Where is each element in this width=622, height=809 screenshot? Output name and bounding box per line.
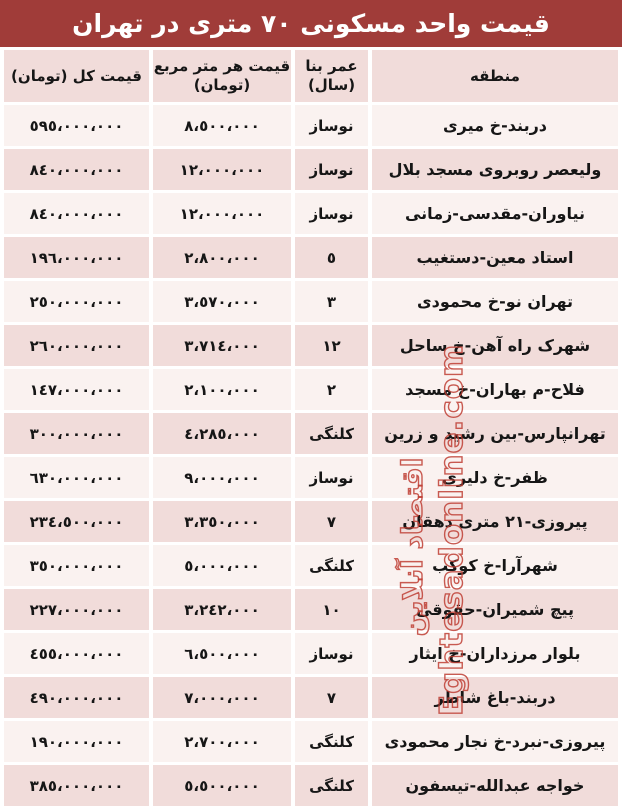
region-cell: تهران نو-خ محمودی [372, 281, 618, 322]
table-row: استاد معین-دستغیب ٥ ٢،٨٠٠،٠٠٠ ١٩٦،٠٠٠،٠٠… [4, 237, 618, 278]
region-cell: تهرانپارس-بین رشید و زرین [372, 413, 618, 454]
price-per-m2-cell: ٣،٣٥٠،٠٠٠ [153, 501, 291, 542]
table-row: تهران نو-خ محمودی ٣ ٣،٥٧٠،٠٠٠ ٢٥٠،٠٠٠،٠٠… [4, 281, 618, 322]
header-row: منطقه عمر بنا (سال) قیمت هر متر مربع (تو… [4, 50, 618, 102]
age-cell: ١٢ [295, 325, 368, 366]
col-header-price-per-m2: قیمت هر متر مربع (تومان) [153, 50, 291, 102]
total-price-cell: ٢٢٧،٠٠٠،٠٠٠ [4, 589, 149, 630]
price-per-m2-cell: ٢،٧٠٠،٠٠٠ [153, 721, 291, 762]
price-per-m2-cell: ١٢،٠٠٠،٠٠٠ [153, 149, 291, 190]
region-cell: پیروزی-نبرد-خ نجار محمودی [372, 721, 618, 762]
price-per-m2-cell: ٢،٨٠٠،٠٠٠ [153, 237, 291, 278]
table-body: دربند-خ میری نوساز ٨،٥٠٠،٠٠٠ ٥٩٥،٠٠٠،٠٠٠… [4, 105, 618, 806]
region-cell: دربند-خ میری [372, 105, 618, 146]
region-cell: فلاح-م بهاران-خ مسجد [372, 369, 618, 410]
table-row: دربند-باغ شاطر ٧ ٧،٠٠٠،٠٠٠ ٤٩٠،٠٠٠،٠٠٠ [4, 677, 618, 718]
age-cell: نوساز [295, 105, 368, 146]
table-row: شهرک راه آهن-خ ساحل ١٢ ٣،٧١٤،٠٠٠ ٢٦٠،٠٠٠… [4, 325, 618, 366]
age-cell: ٢ [295, 369, 368, 410]
age-cell: کلنگی [295, 413, 368, 454]
price-per-m2-cell: ٥،٠٠٠،٠٠٠ [153, 545, 291, 586]
region-cell: شهرک راه آهن-خ ساحل [372, 325, 618, 366]
table-row: دربند-خ میری نوساز ٨،٥٠٠،٠٠٠ ٥٩٥،٠٠٠،٠٠٠ [4, 105, 618, 146]
age-cell: نوساز [295, 457, 368, 498]
total-price-cell: ٣٨٥،٠٠٠،٠٠٠ [4, 765, 149, 806]
col-header-region: منطقه [372, 50, 618, 102]
table-header: منطقه عمر بنا (سال) قیمت هر متر مربع (تو… [4, 50, 618, 102]
table-row: ظفر-خ دلیری نوساز ٩،٠٠٠،٠٠٠ ٦٣٠،٠٠٠،٠٠٠ [4, 457, 618, 498]
age-cell: ١٠ [295, 589, 368, 630]
page-title: قیمت واحد مسکونی ٧٠ متری در تهران [72, 9, 550, 38]
price-per-m2-cell: ٤،٢٨٥،٠٠٠ [153, 413, 291, 454]
total-price-cell: ٢٥٠،٠٠٠،٠٠٠ [4, 281, 149, 322]
region-cell: نیاوران-مقدسی-زمانی [372, 193, 618, 234]
region-cell: استاد معین-دستغیب [372, 237, 618, 278]
age-cell: کلنگی [295, 765, 368, 806]
region-cell: ولیعصر روبروی مسجد بلال [372, 149, 618, 190]
age-cell: کلنگی [295, 545, 368, 586]
total-price-cell: ١٤٧،٠٠٠،٠٠٠ [4, 369, 149, 410]
total-price-cell: ٢٦٠،٠٠٠،٠٠٠ [4, 325, 149, 366]
region-cell: پیروزی-٢١ متری دهقان [372, 501, 618, 542]
age-cell: نوساز [295, 193, 368, 234]
total-price-cell: ١٩٦،٠٠٠،٠٠٠ [4, 237, 149, 278]
age-cell: کلنگی [295, 721, 368, 762]
total-price-cell: ٢٣٤،٥٠٠،٠٠٠ [4, 501, 149, 542]
title-bar: قیمت واحد مسکونی ٧٠ متری در تهران [0, 0, 622, 47]
table-row: نیاوران-مقدسی-زمانی نوساز ١٢،٠٠٠،٠٠٠ ٨٤٠… [4, 193, 618, 234]
total-price-cell: ٨٤٠،٠٠٠،٠٠٠ [4, 193, 149, 234]
price-per-m2-cell: ٩،٠٠٠،٠٠٠ [153, 457, 291, 498]
table-row: تهرانپارس-بین رشید و زرین کلنگی ٤،٢٨٥،٠٠… [4, 413, 618, 454]
age-cell: ٣ [295, 281, 368, 322]
table-row: پیروزی-٢١ متری دهقان ٧ ٣،٣٥٠،٠٠٠ ٢٣٤،٥٠٠… [4, 501, 618, 542]
total-price-cell: ٤٩٠،٠٠٠،٠٠٠ [4, 677, 149, 718]
price-per-m2-cell: ١٢،٠٠٠،٠٠٠ [153, 193, 291, 234]
age-cell: نوساز [295, 633, 368, 674]
total-price-cell: ٨٤٠،٠٠٠،٠٠٠ [4, 149, 149, 190]
region-cell: پیچ شمیران-حقوقی [372, 589, 618, 630]
total-price-cell: ٥٩٥،٠٠٠،٠٠٠ [4, 105, 149, 146]
table-row: ولیعصر روبروی مسجد بلال نوساز ١٢،٠٠٠،٠٠٠… [4, 149, 618, 190]
table-row: خواجه عبدالله-تیسفون کلنگی ٥،٥٠٠،٠٠٠ ٣٨٥… [4, 765, 618, 806]
table-row: فلاح-م بهاران-خ مسجد ٢ ٢،١٠٠،٠٠٠ ١٤٧،٠٠٠… [4, 369, 618, 410]
total-price-cell: ٣٠٠،٠٠٠،٠٠٠ [4, 413, 149, 454]
region-cell: دربند-باغ شاطر [372, 677, 618, 718]
col-header-age: عمر بنا (سال) [295, 50, 368, 102]
price-per-m2-cell: ٢،١٠٠،٠٠٠ [153, 369, 291, 410]
price-per-m2-cell: ٣،٧١٤،٠٠٠ [153, 325, 291, 366]
table-row: شهرآرا-خ کوکب کلنگی ٥،٠٠٠،٠٠٠ ٣٥٠،٠٠٠،٠٠… [4, 545, 618, 586]
region-cell: خواجه عبدالله-تیسفون [372, 765, 618, 806]
region-cell: شهرآرا-خ کوکب [372, 545, 618, 586]
region-cell: ظفر-خ دلیری [372, 457, 618, 498]
total-price-cell: ٤٥٥،٠٠٠،٠٠٠ [4, 633, 149, 674]
price-per-m2-cell: ٨،٥٠٠،٠٠٠ [153, 105, 291, 146]
age-cell: ٥ [295, 237, 368, 278]
total-price-cell: ٣٥٠،٠٠٠،٠٠٠ [4, 545, 149, 586]
age-cell: ٧ [295, 677, 368, 718]
price-per-m2-cell: ٦،٥٠٠،٠٠٠ [153, 633, 291, 674]
table-row: پیروزی-نبرد-خ نجار محمودی کلنگی ٢،٧٠٠،٠٠… [4, 721, 618, 762]
region-cell: بلوار مرزداران-خ ایثار [372, 633, 618, 674]
price-per-m2-cell: ٣،٥٧٠،٠٠٠ [153, 281, 291, 322]
total-price-cell: ١٩٠،٠٠٠،٠٠٠ [4, 721, 149, 762]
table-row: بلوار مرزداران-خ ایثار نوساز ٦،٥٠٠،٠٠٠ ٤… [4, 633, 618, 674]
age-cell: نوساز [295, 149, 368, 190]
price-per-m2-cell: ٧،٠٠٠،٠٠٠ [153, 677, 291, 718]
col-header-total-price: قیمت کل (تومان) [4, 50, 149, 102]
total-price-cell: ٦٣٠،٠٠٠،٠٠٠ [4, 457, 149, 498]
table-row: پیچ شمیران-حقوقی ١٠ ٣،٢٤٢،٠٠٠ ٢٢٧،٠٠٠،٠٠… [4, 589, 618, 630]
price-table: منطقه عمر بنا (سال) قیمت هر متر مربع (تو… [0, 47, 622, 809]
price-per-m2-cell: ٣،٢٤٢،٠٠٠ [153, 589, 291, 630]
age-cell: ٧ [295, 501, 368, 542]
price-per-m2-cell: ٥،٥٠٠،٠٠٠ [153, 765, 291, 806]
